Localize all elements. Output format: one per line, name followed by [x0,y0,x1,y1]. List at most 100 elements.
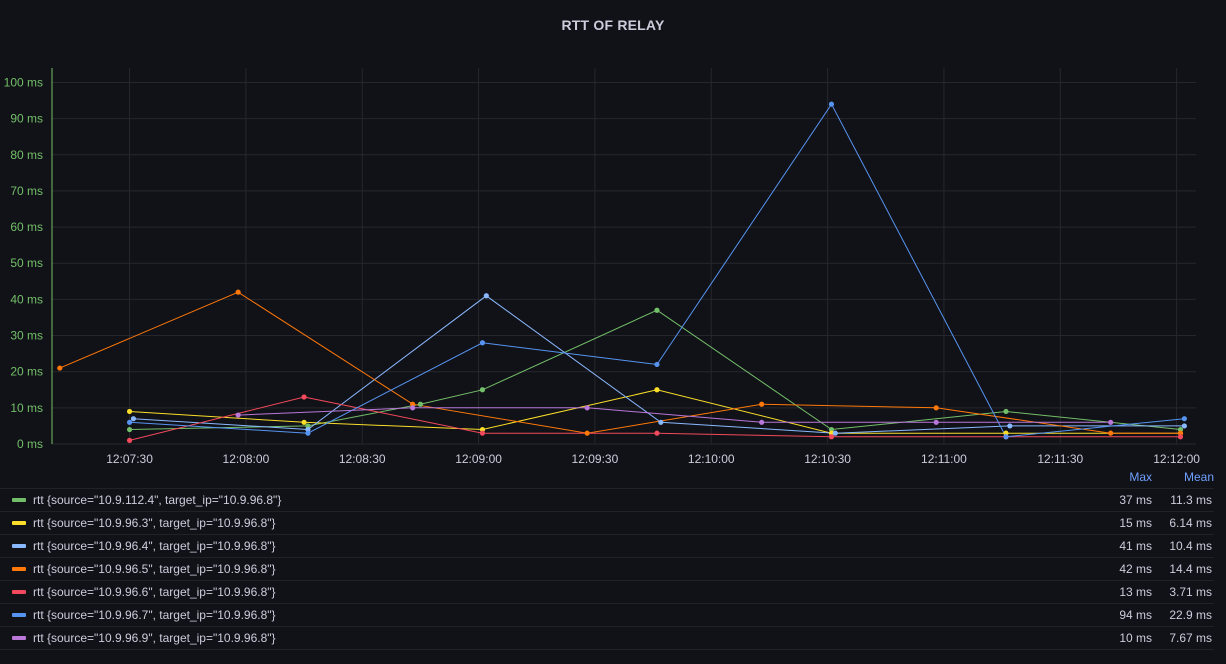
data-point[interactable] [1177,434,1184,440]
x-tick-label: 12:09:00 [455,452,502,466]
legend-swatch[interactable] [12,590,26,594]
x-tick-label: 12:09:30 [572,452,619,466]
legend-item[interactable]: rtt {source="10.9.112.4", target_ip="10.… [0,488,1214,511]
grid-lines [52,68,1196,445]
legend-series-name[interactable]: rtt {source="10.9.112.4", target_ip="10.… [33,493,282,507]
data-point[interactable] [57,365,63,371]
data-point[interactable] [1177,430,1184,436]
legend-max-value: 10 ms [1119,631,1152,645]
panel-title: RTT OF RELAY [561,17,665,33]
data-point[interactable] [654,387,660,393]
legend-series-name[interactable]: rtt {source="10.9.96.7", target_ip="10.9… [33,608,276,622]
legend-item[interactable]: rtt {source="10.9.96.6", target_ip="10.9… [0,580,1214,603]
data-point[interactable] [126,426,133,433]
data-point[interactable] [1177,426,1184,433]
data-point[interactable] [654,430,660,436]
legend-item[interactable]: rtt {source="10.9.96.3", target_ip="10.9… [0,511,1214,534]
data-point[interactable] [1108,430,1114,436]
legend-max-value: 94 ms [1119,608,1152,622]
legend-mean-value: 6.14 ms [1169,516,1212,530]
legend-item[interactable]: rtt {source="10.9.96.4", target_ip="10.9… [0,534,1214,557]
data-point[interactable] [1003,430,1009,436]
data-point[interactable] [1181,416,1187,422]
legend-series-name[interactable]: rtt {source="10.9.96.5", target_ip="10.9… [33,562,276,576]
legend-swatch[interactable] [12,544,26,548]
y-tick-label: 60 ms [10,220,43,234]
series-line-1[interactable] [129,309,1181,431]
data-point[interactable] [130,416,137,422]
legend-mean-value: 22.9 ms [1169,608,1212,622]
data-point[interactable] [235,412,241,418]
legend-mean-header[interactable]: Mean [1183,470,1214,484]
legend-swatch[interactable] [12,613,26,617]
x-tick-label: 12:11:00 [921,452,967,466]
data-point[interactable] [305,430,311,436]
series-points [57,101,1187,443]
legend-swatch[interactable] [12,567,26,571]
data-point[interactable] [305,426,311,433]
y-tick-label: 50 ms [10,256,43,270]
data-point[interactable] [759,401,765,407]
legend-max-value: 13 ms [1119,585,1152,599]
data-point[interactable] [654,307,660,313]
y-tick-label: 20 ms [10,365,43,379]
legend-swatch[interactable] [12,498,26,502]
data-point[interactable] [654,361,660,368]
data-point[interactable] [828,101,835,107]
legend-series-name[interactable]: rtt {source="10.9.96.6", target_ip="10.9… [33,585,276,599]
data-point[interactable] [1003,408,1009,415]
data-point[interactable] [479,340,486,346]
data-point[interactable] [479,430,486,436]
data-point[interactable] [479,426,486,433]
data-point[interactable] [933,405,939,411]
data-point[interactable] [126,419,133,425]
data-point[interactable] [933,419,939,425]
data-point[interactable] [832,430,838,436]
data-point[interactable] [1003,434,1009,440]
series-line-7[interactable] [238,407,1111,423]
legend-mean-value: 11.3 ms [1170,493,1212,507]
y-tick-label: 100 ms [4,75,43,89]
legend-item[interactable]: rtt {source="10.9.96.7", target_ip="10.9… [0,603,1214,626]
data-point[interactable] [759,419,765,425]
data-point[interactable] [235,289,241,295]
data-point[interactable] [828,426,835,433]
data-point[interactable] [126,437,133,443]
data-point[interactable] [479,387,486,393]
y-tick-label: 90 ms [10,112,43,126]
legend-swatch[interactable] [12,636,26,640]
legend-series-name[interactable]: rtt {source="10.9.96.3", target_ip="10.9… [33,516,276,530]
data-point[interactable] [410,405,416,411]
data-point[interactable] [417,401,424,407]
data-point[interactable] [1007,423,1013,429]
data-point[interactable] [1181,423,1187,429]
y-tick-label: 0 ms [17,437,43,451]
data-point[interactable] [305,423,311,429]
data-point[interactable] [301,394,307,400]
data-point[interactable] [828,434,835,440]
series-line-6[interactable] [129,103,1185,438]
legend-mean-value: 3.71 ms [1169,585,1212,599]
legend-swatch[interactable] [12,521,26,525]
legend-mean-value: 14.4 ms [1169,562,1212,576]
data-point[interactable] [1108,419,1114,425]
legend-series-name[interactable]: rtt {source="10.9.96.4", target_ip="10.9… [33,539,276,553]
x-tick-label: 12:10:30 [804,452,851,466]
data-point[interactable] [584,430,590,436]
legend-mean-value: 10.4 ms [1169,539,1212,553]
y-tick-label: 80 ms [10,148,43,162]
x-tick-label: 12:08:00 [223,452,270,466]
legend-series-name[interactable]: rtt {source="10.9.96.9", target_ip="10.9… [33,631,276,645]
legend-item[interactable]: rtt {source="10.9.96.5", target_ip="10.9… [0,557,1214,580]
line-chart[interactable]: 0 ms 10 ms 20 ms 30 ms 40 ms 50 ms 60 ms 70 ms 8… [0,0,1226,466]
data-point[interactable] [410,401,416,407]
data-point[interactable] [301,419,307,425]
data-point[interactable] [584,405,590,411]
data-point[interactable] [658,419,664,425]
data-point[interactable] [828,430,835,436]
legend-max-header[interactable]: Max [1129,470,1152,484]
legend-item[interactable]: rtt {source="10.9.96.9", target_ip="10.9… [0,626,1214,650]
data-point[interactable] [483,293,489,299]
legend-max-value: 37 ms [1119,493,1152,507]
data-point[interactable] [126,408,133,415]
